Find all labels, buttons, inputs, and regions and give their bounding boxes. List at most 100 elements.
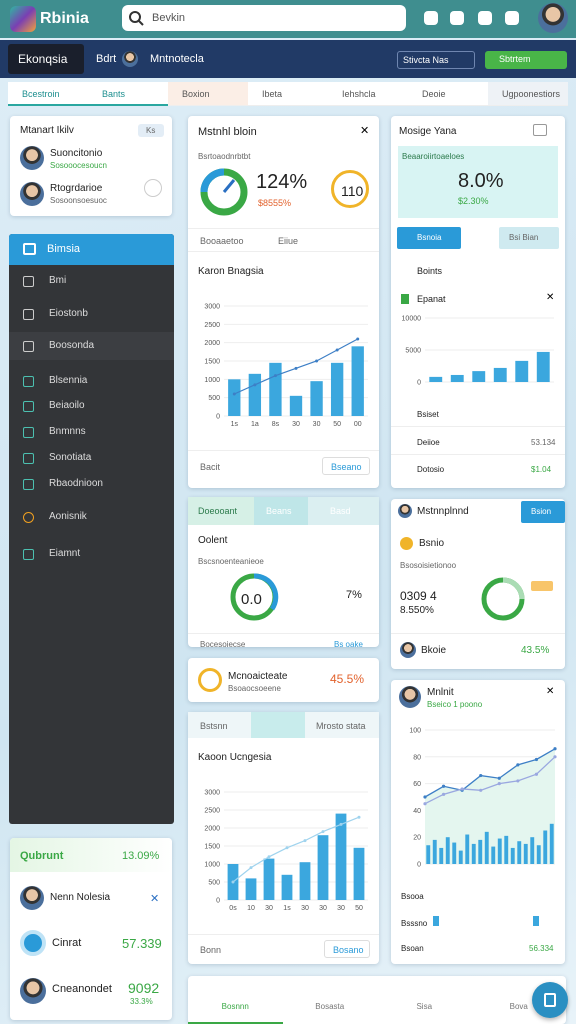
tab[interactable]: Bstsnn (200, 721, 228, 731)
close-icon[interactable]: ✕ (360, 125, 370, 137)
plan-sub: 8.550% (400, 605, 434, 616)
row-label: Epanat (417, 294, 446, 304)
point (460, 787, 464, 791)
sidebar-item[interactable]: Bnmnns (49, 426, 86, 437)
sidebar-item[interactable]: Rbaodnioon (49, 478, 103, 489)
icon[interactable] (450, 11, 464, 25)
select[interactable]: Stivcta Nas (397, 51, 475, 69)
sidebar-item[interactable]: Eiamnt (49, 548, 81, 559)
y-tick-label: 3000 (204, 790, 220, 797)
button[interactable]: Bsi Bian (499, 227, 559, 249)
trend-card: Mnlnit Bseico 1 poono ✕ 0 20 40 60 80 100 Bso… (391, 680, 565, 964)
x-tick-label: 30 (313, 421, 321, 428)
divider (188, 450, 379, 451)
card-subtitle: Bscsnoenteanieoe (198, 557, 264, 566)
point (294, 366, 298, 370)
nav-item[interactable]: Bosnnn (188, 976, 283, 1024)
y-tick-label: 0 (216, 898, 220, 905)
tab[interactable]: Basd (308, 497, 379, 525)
tab[interactable]: Bcestroin (8, 82, 88, 106)
close-icon[interactable]: ✕ (546, 686, 555, 697)
y-tick-label: 20 (413, 835, 421, 842)
bar (450, 374, 464, 382)
card-title: Mstnnplnnd (417, 506, 469, 517)
x-tick-label: 1a (251, 421, 259, 428)
bar (543, 830, 548, 864)
x-tick-label: 30 (319, 905, 327, 912)
filter[interactable]: Booaaetoo (200, 236, 244, 246)
card-subtitle: Bsrtoaodnrbtbt (198, 152, 251, 161)
tab[interactable]: Ibeta (248, 82, 328, 106)
search-box[interactable]: Bevkin (122, 5, 406, 31)
brand-box[interactable]: Ekonqsia (8, 44, 84, 74)
tab[interactable]: Ugpoonestiors (488, 82, 568, 106)
icon (23, 276, 34, 287)
user-name: Bdrt (96, 53, 117, 65)
icon[interactable] (478, 11, 492, 25)
person-name: Nenn Nolesia (50, 892, 111, 903)
icon[interactable] (533, 124, 547, 136)
card-title: Qubrunt (20, 850, 64, 862)
tab[interactable]: Boxion (168, 82, 248, 106)
button[interactable]: Bsnoia (397, 227, 461, 249)
point (357, 815, 361, 819)
highlight-box: Beaaroiirtoaeloes 8.0% $2.30% (398, 146, 558, 218)
close-icon[interactable]: ✕ (150, 893, 160, 905)
sidebar-item[interactable]: Aonisnik (49, 511, 87, 522)
avatar (20, 886, 44, 910)
nav-item[interactable]: Bova (509, 1002, 528, 1011)
fab[interactable] (532, 982, 568, 1018)
tab[interactable]: Doeooant (188, 497, 254, 525)
tab[interactable]: Mrosto stata (316, 721, 366, 731)
sidebar-item[interactable]: Boosonda (49, 340, 95, 351)
row-sub: 33.3% (130, 997, 153, 1006)
nav-button-label: Sbtrtem (499, 54, 531, 64)
bar (491, 846, 496, 864)
sidebar-item[interactable]: Bmi (49, 275, 67, 286)
badge[interactable]: Ks (138, 124, 164, 137)
point (479, 773, 483, 778)
bar (310, 381, 323, 416)
close-icon[interactable]: ✕ (546, 292, 555, 303)
point (273, 374, 277, 378)
chip (533, 916, 539, 926)
expand-button[interactable] (144, 179, 162, 197)
bar (515, 360, 529, 382)
y-tick-label: 500 (208, 880, 220, 887)
point (553, 755, 557, 759)
icon[interactable] (424, 11, 438, 25)
tab[interactable]: Iehshcla (328, 82, 408, 106)
donut-card: Doeooant Beans Basd Oolent Bscsnoenteani… (188, 497, 379, 649)
nav-item[interactable]: Sisa (416, 1002, 433, 1011)
filter[interactable]: Eiiue (278, 236, 299, 246)
y-tick-label: 80 (413, 754, 421, 761)
list-value: $1.04 (531, 465, 552, 474)
icon (23, 376, 34, 387)
y-tick-label: 2500 (204, 322, 220, 329)
tab[interactable]: Deoie (408, 82, 488, 106)
point (253, 383, 257, 387)
tab[interactable]: Beans (254, 497, 308, 525)
tab[interactable] (251, 712, 305, 738)
tab[interactable]: Bants (88, 82, 168, 106)
x-tick-label: 30 (337, 905, 345, 912)
button[interactable]: Bsion (521, 501, 565, 523)
footer-button[interactable]: Bseano (322, 457, 370, 475)
line (424, 756, 556, 805)
nav-item[interactable]: Bosasta (315, 1002, 345, 1011)
sidebar-item[interactable]: Beiaoilo (49, 400, 85, 411)
avatar[interactable] (538, 3, 568, 33)
sidebar-item[interactable]: Eiostonb (49, 308, 88, 319)
y-tick-label: 5000 (405, 348, 421, 355)
icon[interactable] (505, 11, 519, 25)
row-value: 9092 (128, 980, 160, 996)
sidebar-header[interactable]: Bimsia (9, 234, 174, 265)
sidebar-item[interactable]: Blsennia (49, 375, 88, 386)
sidebar-item[interactable]: Sonotiata (49, 452, 92, 463)
bar (228, 379, 241, 416)
nav-title: Mntnotecla (150, 53, 204, 65)
y-tick-label: 3000 (204, 304, 220, 311)
legend-chip (531, 581, 553, 591)
footer-button[interactable]: Bosano (324, 940, 370, 958)
nav-button[interactable]: Sbtrtem (485, 51, 567, 69)
